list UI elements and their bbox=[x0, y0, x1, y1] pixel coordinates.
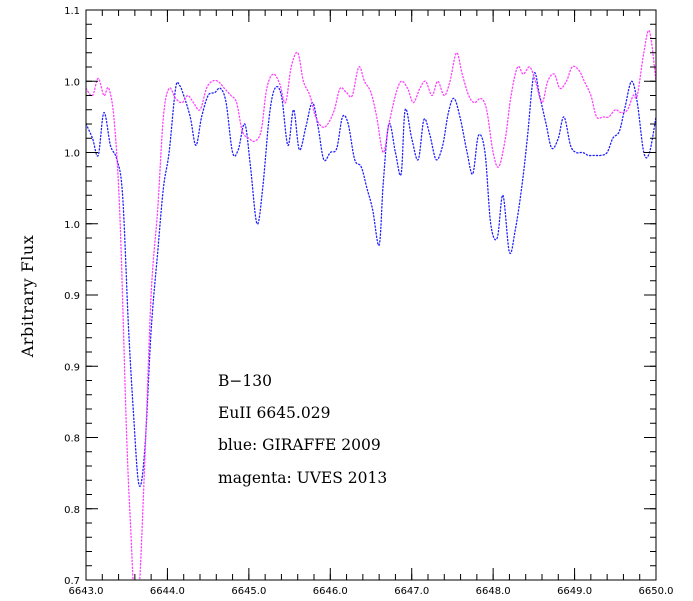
series-line-blue bbox=[86, 71, 656, 487]
x-tick-label: 6648.0 bbox=[476, 586, 511, 597]
x-tick-label: 6647.0 bbox=[394, 586, 429, 597]
y-tick-label: 1.0 bbox=[64, 149, 80, 160]
x-tick-label: 6644.0 bbox=[150, 586, 185, 597]
annotation-line-id: EuII 6645.029 bbox=[218, 404, 330, 422]
series-line-magenta bbox=[86, 29, 656, 580]
y-tick-label: 1.0 bbox=[64, 220, 80, 231]
y-tick-label: 1.1 bbox=[64, 6, 80, 17]
tick-labels-layer: 6643.0 6644.0 6645.0 6646.0 6647.0 6648.0 6649… bbox=[64, 6, 673, 597]
ticks-layer bbox=[85, 9, 657, 581]
x-tick-label: 6643.0 bbox=[69, 586, 104, 597]
x-tick-label: 6650.0 bbox=[639, 586, 674, 597]
y-tick-label: 0.9 bbox=[64, 291, 80, 302]
y-tick-label: 0.8 bbox=[64, 434, 80, 445]
x-tick-label: 6645.0 bbox=[231, 586, 266, 597]
annotation-blue-legend: blue: GIRAFFE 2009 bbox=[218, 436, 381, 454]
series-layer bbox=[86, 29, 656, 580]
plot-frame bbox=[85, 9, 657, 581]
y-tick-label: 0.8 bbox=[64, 505, 80, 516]
annotation-magenta-legend: magenta: UVES 2013 bbox=[218, 469, 387, 487]
x-tick-label: 6649.0 bbox=[557, 586, 592, 597]
y-tick-label: 0.9 bbox=[64, 362, 80, 373]
x-tick-label: 6646.0 bbox=[313, 586, 348, 597]
annotations: B−130 EuII 6645.029 blue: GIRAFFE 2009 m… bbox=[218, 372, 387, 487]
y-axis-label: Arbitrary Flux bbox=[18, 235, 37, 359]
y-tick-label: 0.7 bbox=[64, 576, 80, 587]
y-tick-label: 1.0 bbox=[64, 77, 80, 88]
annotation-star-id: B−130 bbox=[218, 372, 272, 390]
